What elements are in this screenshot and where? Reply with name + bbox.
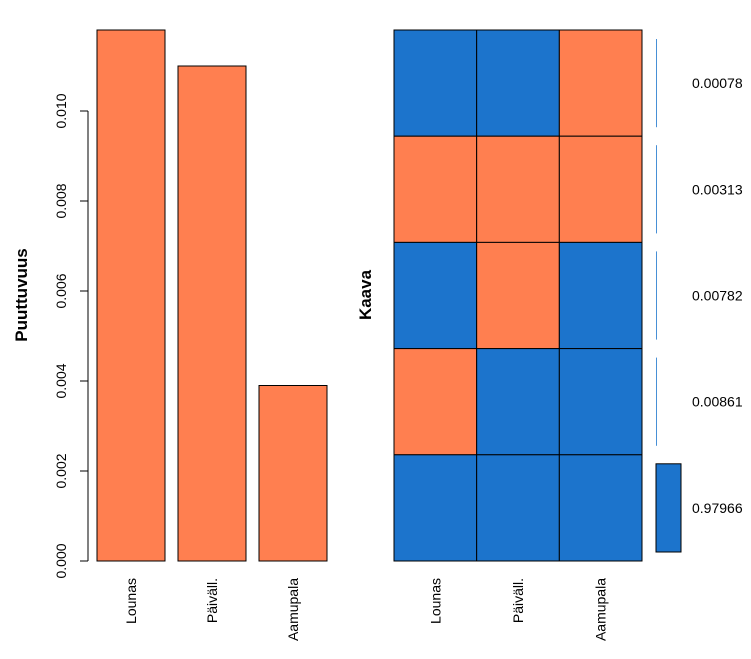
heatmap-cell bbox=[476, 348, 560, 456]
pattern-proportion-label: 0.00313 bbox=[692, 181, 743, 197]
heatmap-cell bbox=[393, 29, 478, 137]
bar bbox=[258, 385, 328, 562]
heatmap-cell bbox=[476, 29, 560, 137]
heatmap-cell bbox=[558, 241, 643, 350]
heatmap-cell bbox=[558, 29, 643, 137]
heatmap-cell bbox=[558, 454, 643, 562]
pattern-proportion-label: 0.00078 bbox=[692, 75, 743, 91]
pattern-heatmap: Kaava Lounas Päiväll. Aamupala 0.000780.00… bbox=[356, 29, 743, 641]
heatmap-cell bbox=[476, 241, 560, 350]
heatmap-cell bbox=[393, 454, 478, 562]
heatmap-x-tick-label: Lounas bbox=[427, 578, 443, 624]
bar-x-tick-labels: Lounas Päiväll. Aamupala bbox=[123, 578, 301, 641]
bar-y-tick-label: 0.006 bbox=[53, 273, 69, 308]
pattern-proportion-bar bbox=[656, 357, 657, 446]
bar-x-tick-label: Päiväll. bbox=[204, 578, 220, 623]
heatmap-cell bbox=[393, 135, 478, 243]
pattern-proportion-label: 0.00782 bbox=[692, 288, 743, 304]
bar bbox=[96, 29, 166, 562]
bar-ylabel: Puuttuvuus bbox=[12, 248, 31, 342]
heatmap-cell bbox=[476, 135, 560, 243]
heatmap-x-tick-label: Aamupala bbox=[593, 578, 609, 641]
heatmap-cell bbox=[393, 348, 478, 456]
heatmap-cell bbox=[558, 348, 643, 456]
bar-x-tick-label: Lounas bbox=[123, 578, 139, 624]
heatmap-cells bbox=[393, 29, 643, 562]
bar-y-tick-label: 0.000 bbox=[53, 543, 69, 578]
heatmap-cell bbox=[393, 241, 478, 350]
bar-y-tick-label: 0.002 bbox=[53, 453, 69, 488]
pattern-proportion-label: 0.97966 bbox=[692, 500, 743, 516]
pattern-proportions: 0.00078 0.00313 0.00782 0.00861 0.97966 bbox=[655, 39, 743, 553]
missingness-bar-chart: Puuttuvuus 0.000 0.002 0.004 0.006 0.008 0.01… bbox=[12, 29, 328, 641]
bar-y-axis: 0.000 0.002 0.004 0.006 0.008 0.010 bbox=[53, 93, 89, 579]
pattern-proportion-label: 0.00861 bbox=[692, 394, 743, 410]
pattern-proportion-bar bbox=[656, 39, 657, 128]
pattern-proportion-bar bbox=[656, 145, 657, 234]
bar-y-tick-label: 0.004 bbox=[53, 363, 69, 398]
heatmap-cell bbox=[476, 454, 560, 562]
bars bbox=[96, 29, 328, 562]
bar-x-tick-label: Aamupala bbox=[285, 578, 301, 641]
heatmap-x-tick-label: Päiväll. bbox=[510, 578, 526, 623]
bar-y-tick-label: 0.010 bbox=[53, 93, 69, 128]
bar-y-tick-label: 0.008 bbox=[53, 183, 69, 218]
pattern-proportion-bar bbox=[655, 463, 682, 553]
pattern-proportion-bar bbox=[656, 251, 657, 340]
heatmap-cell bbox=[558, 135, 643, 243]
bar bbox=[177, 65, 247, 562]
heatmap-x-tick-labels: Lounas Päiväll. Aamupala bbox=[427, 578, 608, 641]
heatmap-ylabel: Kaava bbox=[356, 269, 375, 320]
